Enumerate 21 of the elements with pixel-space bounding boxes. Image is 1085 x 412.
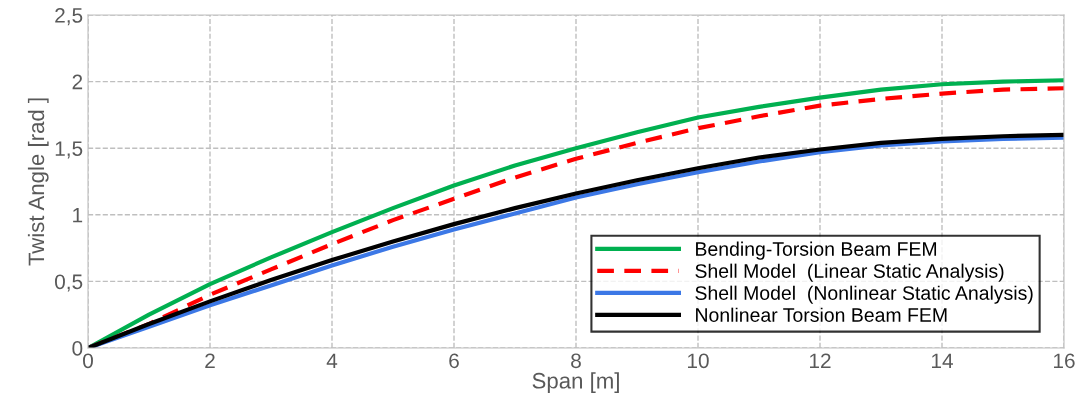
y-tick-label: 1,5 <box>55 141 83 159</box>
x-tick-label: 14 <box>932 353 953 368</box>
y-tick-label: 1 <box>73 208 83 223</box>
x-tick-label: 4 <box>326 353 338 368</box>
y-tick-label: 2,5 <box>55 8 83 26</box>
x-tick-label: 0 <box>83 353 93 369</box>
y-tick-label: 0 <box>72 341 83 356</box>
legend-label: Bending-Torsion Beam FEM <box>696 241 937 260</box>
y-tick-label: 0,5 <box>54 274 83 292</box>
y-axis-title: Twist Angle [rad ] <box>27 98 49 266</box>
legend-label: Shell Model (Linear Static Analysis) <box>695 263 1004 282</box>
y-tick-label: 2 <box>72 74 83 90</box>
legend-label: Nonlinear Torsion Beam FEM <box>696 307 947 322</box>
x-tick-label: 2 <box>205 353 215 368</box>
x-tick-label: 16 <box>1054 353 1075 369</box>
x-tick-label: 6 <box>449 353 459 369</box>
x-axis-title: Span [m] <box>532 372 619 393</box>
legend-label: Shell Model (Nonlinear Static Analysis) <box>695 285 1033 304</box>
x-tick-label: 10 <box>688 353 709 369</box>
x-tick-label: 8 <box>571 353 581 369</box>
x-tick-label: 12 <box>810 353 831 368</box>
